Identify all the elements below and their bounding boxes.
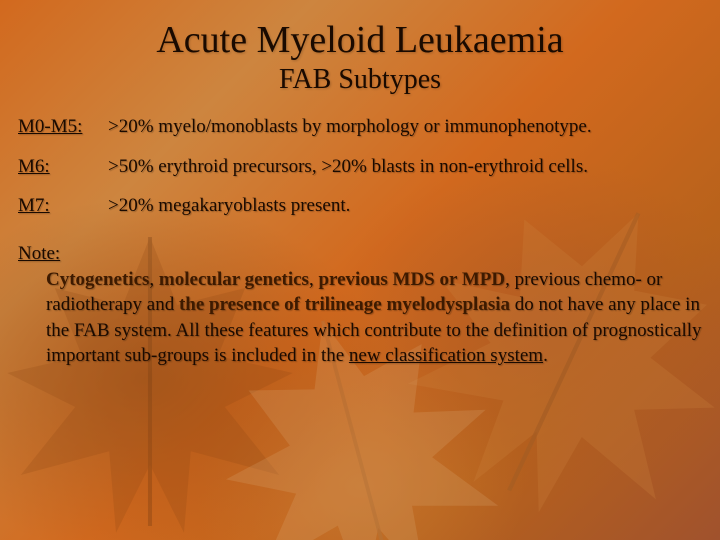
slide-content: Acute Myeloid Leukaemia FAB Subtypes M0-…: [0, 0, 720, 540]
slide-subtitle: FAB Subtypes: [18, 64, 702, 96]
definition-text: >20% megakaryoblasts present.: [108, 193, 702, 219]
note-body: Cytogenetics, molecular genetics, previo…: [18, 267, 702, 370]
note-highlight: molecular genetics: [159, 269, 309, 290]
note-block: Note: Cytogenetics, molecular genetics, …: [18, 241, 702, 369]
note-highlight: the presence of trilineage myelodysplasi…: [179, 294, 510, 315]
definition-text: >20% myelo/monoblasts by morphology or i…: [108, 114, 702, 140]
definition-text: >50% erythroid precursors, >20% blasts i…: [108, 154, 702, 180]
note-highlight: previous MDS or MPD: [318, 269, 505, 290]
definition-row: M6: >50% erythroid precursors, >20% blas…: [18, 154, 702, 180]
note-text: .: [543, 345, 548, 366]
definition-label: M6:: [18, 154, 108, 180]
definition-row: M7: >20% megakaryoblasts present.: [18, 193, 702, 219]
note-text: ,: [149, 269, 159, 290]
definition-label: M7:: [18, 193, 108, 219]
definition-row: M0-M5: >20% myelo/monoblasts by morpholo…: [18, 114, 702, 140]
definition-label: M0-M5:: [18, 114, 108, 140]
definitions-block: M0-M5: >20% myelo/monoblasts by morpholo…: [18, 114, 702, 219]
note-underline: new classification system: [349, 345, 543, 366]
slide-title: Acute Myeloid Leukaemia: [18, 18, 702, 62]
note-heading: Note:: [18, 241, 702, 267]
note-highlight: Cytogenetics: [46, 269, 149, 290]
